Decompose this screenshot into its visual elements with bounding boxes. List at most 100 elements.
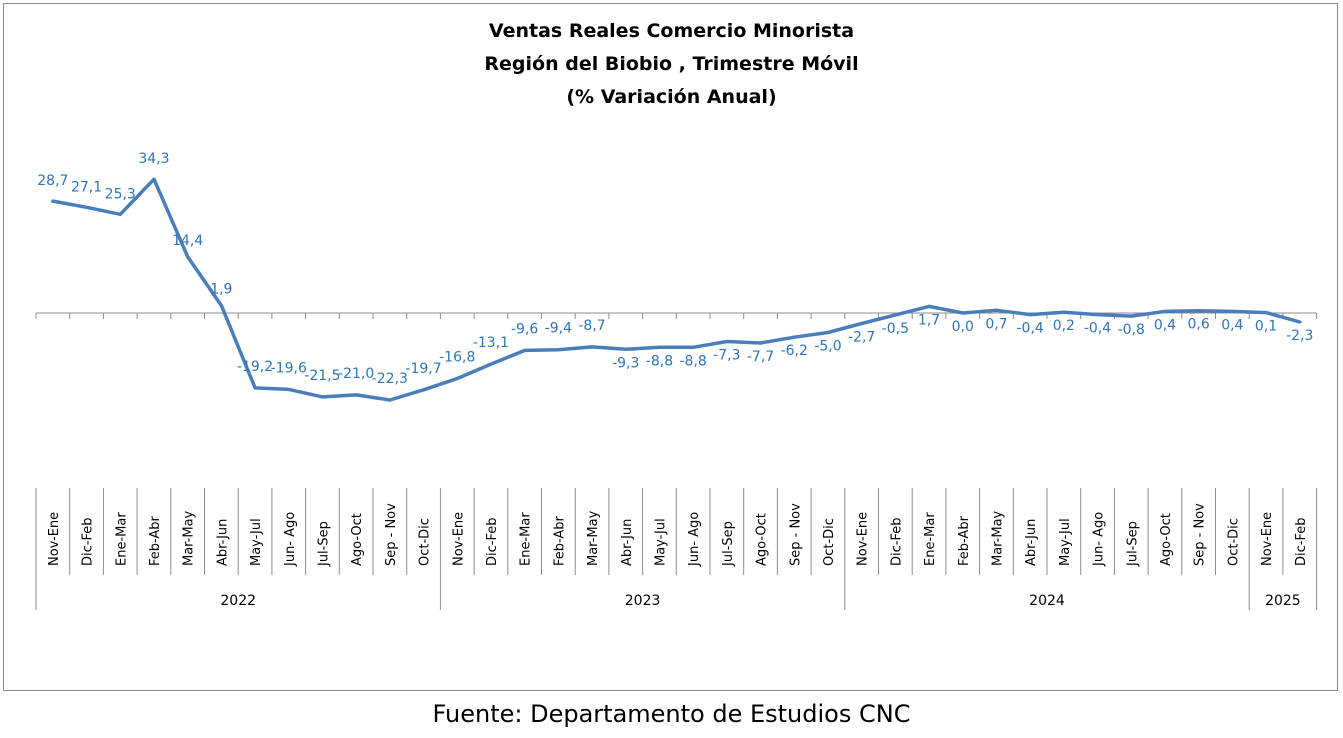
- data-label: 0,7: [985, 316, 1007, 332]
- data-label: -21,5: [304, 368, 340, 384]
- chart-title-line-1: Ventas Reales Comercio Minorista: [488, 20, 855, 42]
- category-label: Mar-May: [182, 510, 197, 566]
- data-label: -5,0: [814, 339, 841, 355]
- year-label: 2025: [1265, 593, 1301, 609]
- data-label: 25,3: [105, 186, 136, 202]
- data-point: [320, 395, 324, 399]
- data-point: [691, 345, 695, 349]
- category-label: Sep - Nov: [1193, 503, 1208, 566]
- data-label: -19,2: [237, 359, 273, 375]
- data-label: -2,7: [848, 330, 875, 346]
- category-label: Oct-Dic: [1226, 518, 1241, 566]
- data-point: [219, 304, 223, 308]
- category-label: Ene-Mar: [114, 512, 129, 566]
- data-label: -8,7: [578, 318, 605, 334]
- data-point: [590, 345, 594, 349]
- data-label: 28,7: [37, 173, 68, 189]
- data-point: [759, 341, 763, 345]
- category-label: Nov-Ene: [451, 512, 466, 566]
- category-label: Oct-Dic: [418, 518, 433, 566]
- data-label: 0,4: [1154, 317, 1176, 333]
- data-point: [792, 335, 796, 339]
- category-label: Jul-Sep: [1125, 521, 1140, 567]
- category-label: Ene-Mar: [519, 512, 534, 566]
- category-label: Jun- Ago: [687, 512, 702, 567]
- category-label: Jul-Sep: [721, 521, 736, 567]
- category-label: Dic-Feb: [485, 518, 500, 566]
- data-label: -22,3: [372, 371, 408, 387]
- category-label: Jun- Ago: [1092, 512, 1107, 567]
- data-point: [657, 345, 661, 349]
- data-label: -16,8: [439, 350, 475, 366]
- data-point: [1264, 311, 1268, 315]
- data-point: [51, 199, 55, 203]
- category-label: Ago-Oct: [755, 513, 770, 566]
- data-point: [893, 313, 897, 317]
- data-label: -6,2: [781, 343, 808, 359]
- data-point: [1028, 313, 1032, 317]
- data-label: 14,4: [172, 233, 203, 249]
- data-point: [1298, 320, 1302, 324]
- data-point: [1163, 309, 1167, 313]
- data-label: -0,4: [1084, 321, 1111, 337]
- category-label: Nov-Ene: [1260, 512, 1275, 566]
- category-label: Abr-Jun: [1024, 519, 1039, 566]
- data-label: 0,6: [1188, 317, 1210, 333]
- chart-title-line-2: Región del Biobio , Trimestre Móvil: [484, 53, 859, 75]
- category-label: Dic-Feb: [1294, 518, 1309, 566]
- category-label: May-Jul: [1058, 518, 1073, 566]
- data-label: -19,6: [271, 360, 307, 376]
- data-point: [455, 377, 459, 381]
- data-label: 0,4: [1221, 317, 1243, 333]
- data-label: 0,0: [952, 319, 974, 335]
- category-label: Jun- Ago: [283, 512, 298, 567]
- data-label: 1,9: [210, 282, 232, 298]
- category-label: Nov-Ene: [856, 512, 871, 566]
- category-label: May-Jul: [249, 518, 264, 566]
- year-label: 2023: [625, 593, 661, 609]
- data-point: [489, 362, 493, 366]
- data-point: [354, 393, 358, 397]
- data-label: -9,6: [511, 321, 538, 337]
- data-point: [422, 388, 426, 392]
- data-label: 0,1: [1255, 319, 1277, 335]
- category-label: Abr-Jun: [620, 519, 635, 566]
- data-point: [961, 311, 965, 315]
- category-label: Ene-Mar: [923, 512, 938, 566]
- data-label: -7,3: [713, 347, 740, 363]
- data-point: [624, 347, 628, 351]
- data-point: [1230, 309, 1234, 313]
- data-label: 1,7: [918, 312, 940, 328]
- series-line: [51, 177, 1302, 402]
- data-point: [1096, 313, 1100, 317]
- data-point: [725, 339, 729, 343]
- data-label: -13,1: [473, 335, 509, 351]
- data-point: [1197, 309, 1201, 313]
- data-point: [927, 304, 931, 308]
- data-point: [152, 177, 156, 181]
- category-label: Nov-Ene: [47, 512, 62, 566]
- data-label: -0,5: [882, 321, 909, 337]
- data-label: 0,2: [1053, 318, 1075, 334]
- data-point: [826, 331, 830, 334]
- data-label: 34,3: [138, 151, 169, 167]
- source-note: Fuente: Departamento de Estudios CNC: [432, 700, 911, 728]
- category-label: May-Jul: [653, 518, 668, 566]
- category-label: Feb-Abr: [148, 515, 163, 566]
- category-label: Abr-Jun: [215, 519, 230, 566]
- category-label: Jul-Sep: [316, 521, 331, 567]
- category-label: Sep - Nov: [384, 503, 399, 566]
- category-label: Feb-Abr: [957, 515, 972, 566]
- data-label: -9,4: [545, 321, 572, 337]
- category-label: Feb-Abr: [552, 515, 567, 566]
- category-label: Dic-Feb: [81, 518, 96, 566]
- data-point: [388, 398, 392, 402]
- data-label: -0,8: [1118, 322, 1145, 338]
- data-label: -8,8: [646, 353, 673, 369]
- year-label: 2022: [220, 593, 256, 609]
- data-point: [1062, 310, 1066, 314]
- category-label: Oct-Dic: [822, 518, 837, 566]
- data-point: [85, 205, 89, 209]
- category-label: Mar-May: [586, 510, 601, 566]
